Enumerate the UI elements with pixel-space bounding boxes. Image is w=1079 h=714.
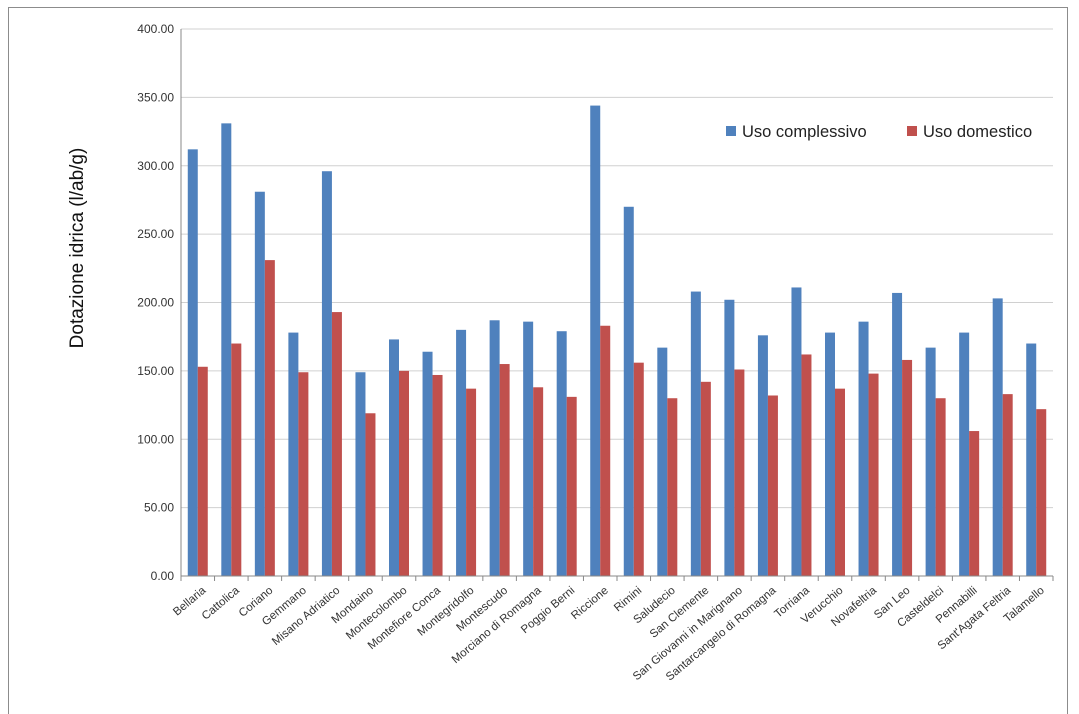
bar-uso-domestico (432, 374, 443, 576)
bar-uso-complessivo (657, 347, 668, 576)
y-tick-label: 400.00 (137, 22, 174, 36)
x-tick-label: Riccione (569, 585, 611, 623)
bar-uso-domestico (298, 372, 309, 576)
bar-uso-complessivo (992, 298, 1003, 576)
bar-uso-complessivo (556, 331, 567, 576)
bar-uso-domestico (835, 388, 845, 576)
chart-frame (8, 7, 1068, 714)
bar-uso-complessivo (221, 123, 232, 577)
y-tick-label: 100.00 (137, 432, 174, 446)
bar-uso-complessivo (254, 191, 265, 577)
bar-uso-complessivo (1026, 343, 1037, 576)
bar-uso-complessivo (389, 339, 399, 576)
bar-uso-complessivo (321, 171, 332, 576)
y-axis-ticks: 0.00 50.00 100.00 150.00 200.00 250.00 300.00 3… (137, 22, 174, 583)
bar-uso-complessivo (288, 332, 299, 576)
bar-uso-complessivo (355, 372, 366, 576)
bar-uso-domestico (365, 413, 376, 576)
x-tick-label: Cattolica (200, 584, 242, 622)
bar-uso-domestico (1036, 409, 1047, 576)
y-tick-label: 350.00 (137, 90, 174, 104)
bars (187, 105, 1047, 577)
bar-uso-complessivo (690, 291, 701, 576)
bar-uso-domestico (264, 260, 275, 576)
bar-uso-domestico (935, 398, 946, 576)
legend-label: Uso complessivo (742, 123, 867, 141)
y-tick-label: 50.00 (144, 501, 174, 515)
bar-uso-complessivo (925, 347, 936, 576)
bar-uso-complessivo (724, 299, 735, 576)
y-tick-label: 200.00 (137, 296, 174, 310)
bar-uso-domestico (700, 381, 711, 576)
y-tick-label: 250.00 (137, 227, 174, 241)
bar-uso-domestico (1002, 394, 1013, 576)
bar-uso-complessivo (523, 321, 534, 576)
bar-uso-complessivo (187, 149, 198, 576)
bar-uso-domestico (231, 343, 242, 576)
bar-uso-domestico (399, 370, 409, 576)
bar-uso-domestico (767, 395, 778, 576)
bar-uso-complessivo (590, 105, 601, 576)
bar-uso-complessivo (959, 332, 970, 576)
gridlines (180, 28, 1053, 576)
bar-uso-domestico (466, 388, 477, 576)
y-tick-label: 300.00 (137, 159, 174, 173)
bar-uso-domestico (734, 369, 745, 576)
legend-swatch (726, 126, 736, 136)
bar-uso-domestico (969, 431, 980, 576)
bar-uso-complessivo (422, 351, 433, 576)
legend: Uso complessivo Uso domestico (726, 123, 1032, 141)
bar-uso-domestico (566, 396, 577, 576)
y-axis-label: Dotazione idrica (l/ab/g) (67, 148, 88, 349)
bar-uso-complessivo (858, 321, 869, 576)
bar-uso-domestico (902, 359, 913, 576)
legend-label: Uso domestico (923, 123, 1032, 141)
bar-uso-domestico (331, 312, 342, 576)
bar-uso-domestico (667, 398, 678, 576)
bar-uso-domestico (868, 373, 879, 576)
bar-uso-complessivo (757, 335, 768, 576)
bar-uso-domestico (499, 364, 510, 576)
y-tick-label: 150.00 (137, 364, 174, 378)
bar-uso-domestico (197, 366, 208, 576)
bar-uso-domestico (600, 325, 611, 576)
bar-uso-complessivo (791, 287, 802, 576)
bar-uso-domestico (801, 354, 812, 576)
bar-uso-complessivo (892, 292, 903, 576)
bar-uso-complessivo (489, 320, 500, 576)
y-tick-label: 0.00 (151, 569, 175, 583)
bar-uso-complessivo (825, 332, 835, 576)
bar-uso-complessivo (623, 206, 634, 576)
bar-uso-domestico (533, 387, 544, 576)
bar-uso-complessivo (456, 329, 467, 576)
bar-uso-domestico (633, 362, 644, 576)
legend-swatch (907, 126, 917, 136)
